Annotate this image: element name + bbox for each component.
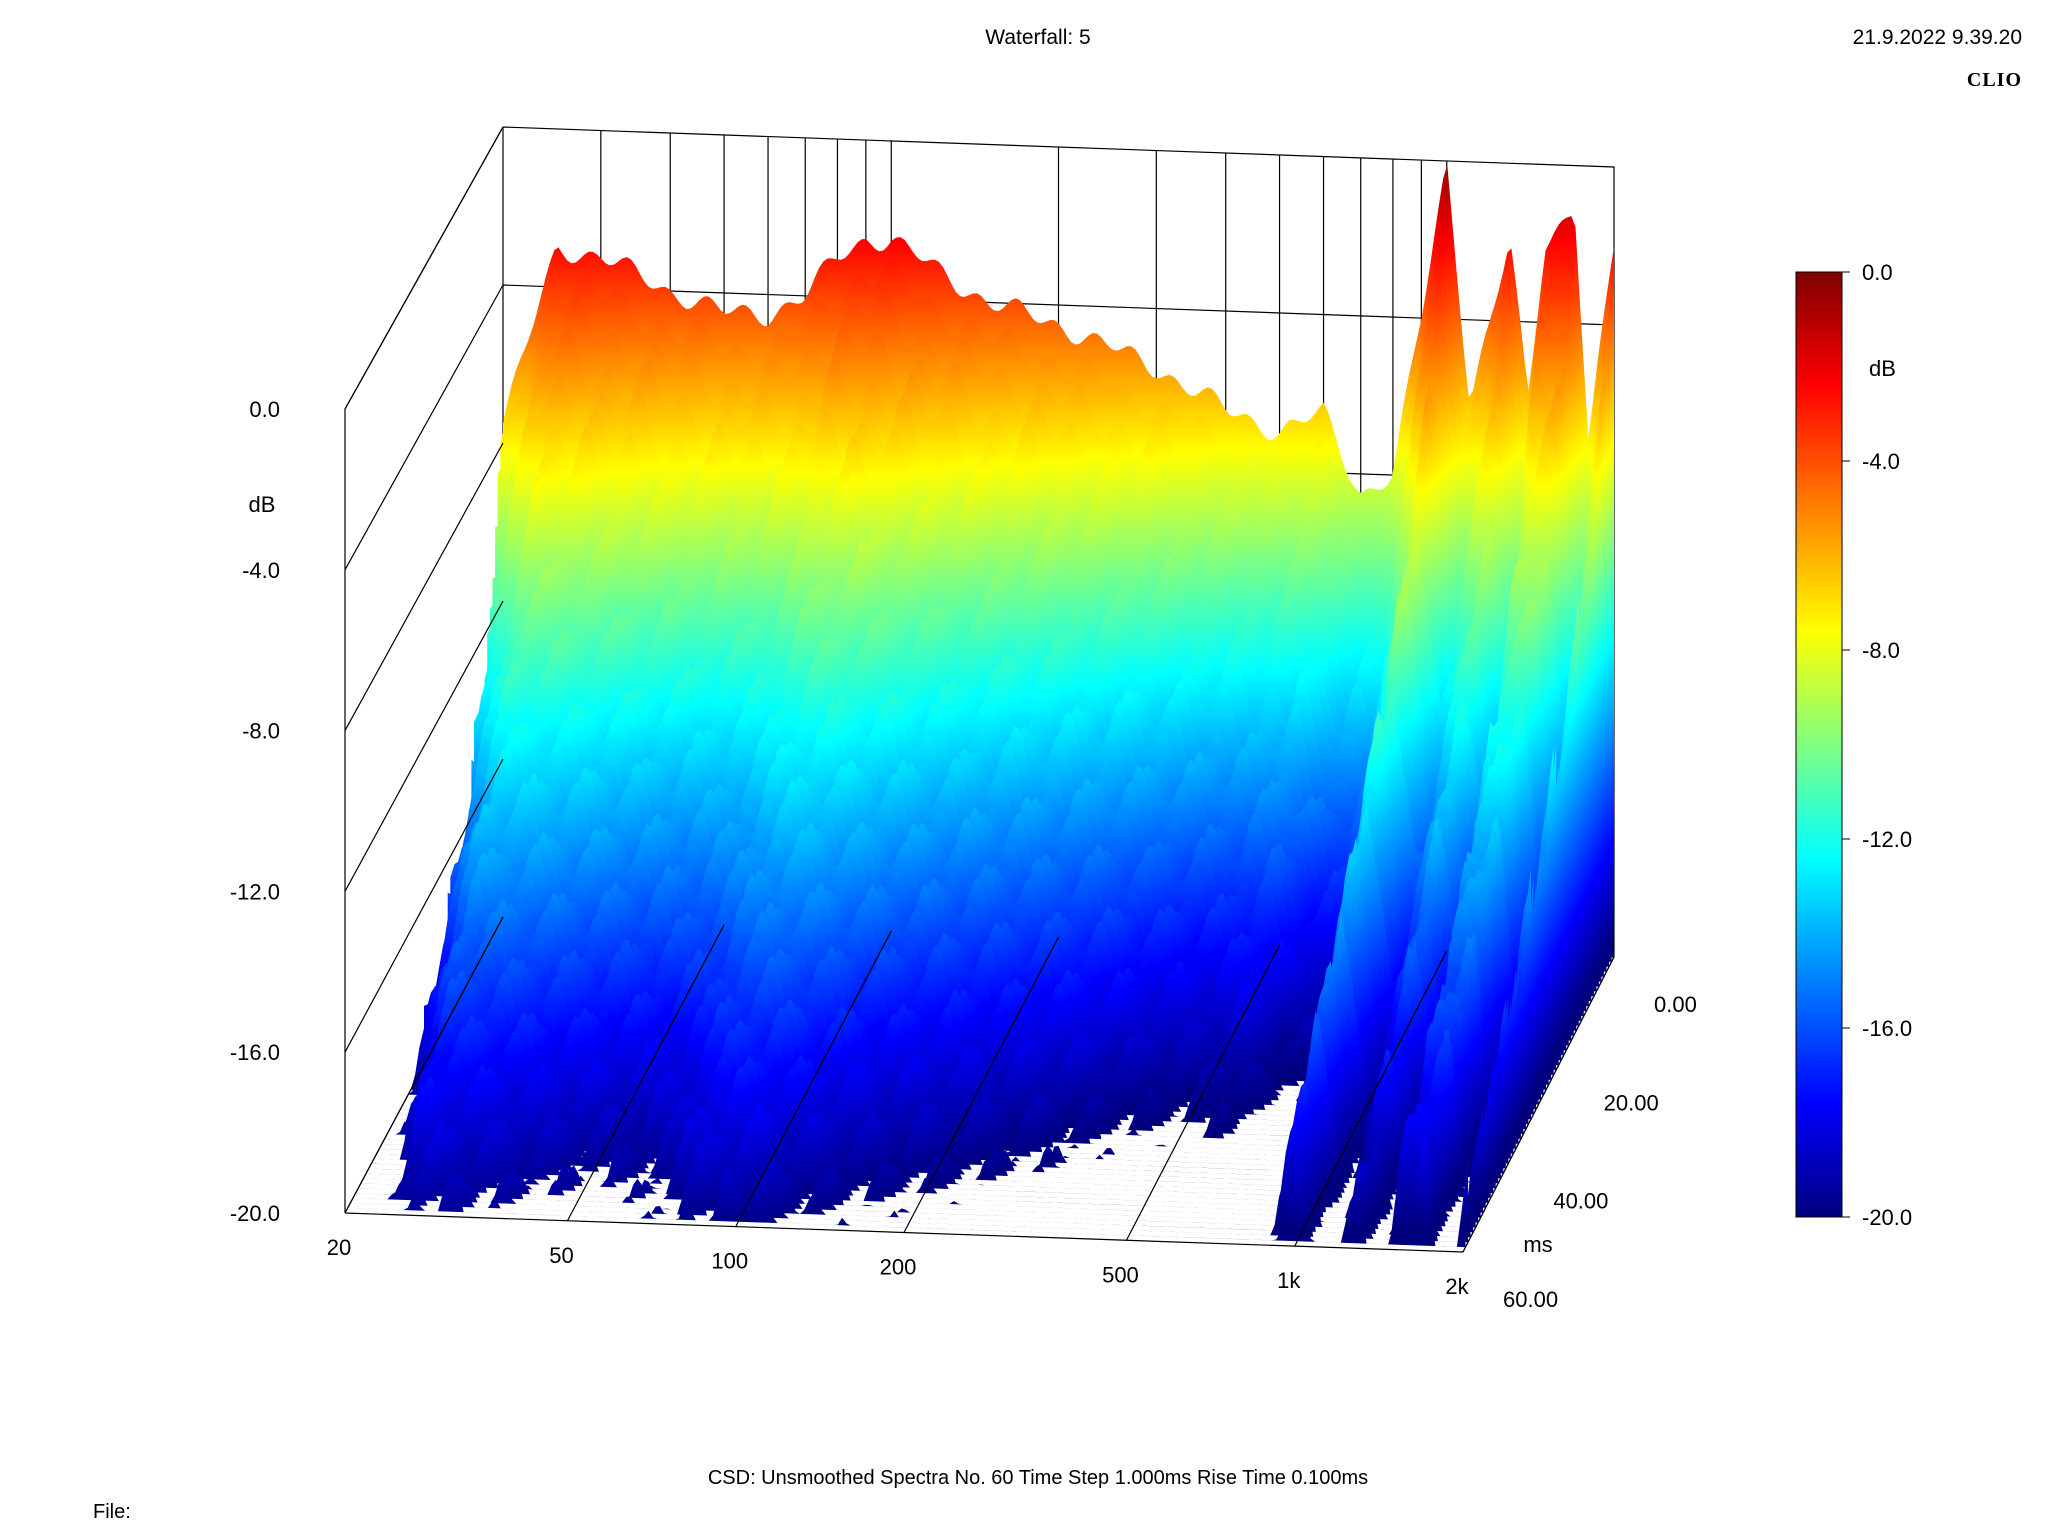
colorbar-ticks: 0.0 -4.0 -8.0 -12.0 -16.0 -20.0 [1842,260,1912,1230]
frequency-axis-ticks: 20 50 100 200 500 1k 2k [327,1235,1470,1299]
level-tick-label: -4.0 [242,558,280,583]
floor-gridline [1462,956,1615,1253]
frequency-tick-label: 2k [1445,1274,1469,1299]
colorbar-tick-label: -20.0 [1862,1205,1912,1230]
time-tick-label: 60.00 [1503,1287,1558,1312]
floor-gridline [903,936,1060,1233]
frequency-tick-label: 50 [549,1243,573,1268]
timestamp: 21.9.2022 9.39.20 [1852,26,2022,49]
time-axis-unit: ms [1523,1232,1552,1257]
frequency-tick-label: 20 [327,1235,351,1260]
chart-title: Waterfall: 5 [985,26,1091,49]
level-axis-unit: dB [249,492,276,517]
colorbar-tick-label: -4.0 [1862,449,1900,474]
level-tick-label: -16.0 [230,1040,280,1065]
floor-gridline [735,930,892,1227]
side-gridline [344,284,504,571]
measurement-info: CSD: Unsmoothed Spectra No. 60 Time Step… [707,1467,1369,1489]
waterfall-surface [347,164,1614,1248]
time-tick-label: 40.00 [1553,1189,1608,1214]
frequency-tick-label: 200 [880,1255,917,1280]
spectrum-slice [381,961,1499,1184]
brand-logo: CLIO [1966,69,2022,91]
level-tick-label: -20.0 [230,1201,280,1226]
frequency-tick-label: 500 [1102,1262,1139,1287]
colorbar-unit: dB [1869,356,1896,381]
frequency-tick-label: 100 [711,1249,748,1274]
level-tick-label: -12.0 [230,879,280,904]
colorbar-tick-label: -16.0 [1862,1016,1912,1041]
spectrum-slice [379,984,1496,1189]
floor-gridline [1294,950,1448,1247]
side-gridline [344,442,504,731]
spectrum-slice [358,1075,1476,1228]
side-gridline [344,758,504,1053]
colorbar-tick-label: -8.0 [1862,638,1900,663]
time-axis-ticks: 0.00 20.00 40.00 60.00 [1503,992,1697,1312]
side-gridline [344,126,504,410]
grid-frame [344,126,1615,1253]
level-tick-label: -8.0 [242,719,280,744]
colorbar-tick-label: -12.0 [1862,827,1912,852]
time-tick-label: 0.00 [1654,992,1697,1017]
frequency-tick-label: 1k [1277,1268,1301,1293]
floor-gridline [566,924,725,1222]
level-axis-ticks: 0.0 -4.0 -8.0 -12.0 -16.0 -20.0 [230,397,280,1226]
floor-gridline [344,916,504,1214]
level-tick-label: 0.0 [249,397,280,422]
floor-gridline [1125,944,1281,1241]
colorbar [1795,271,1843,1218]
time-tick-label: 20.00 [1604,1090,1659,1115]
file-label: File: [93,1501,131,1523]
colorbar-tick-label: 0.0 [1862,260,1893,285]
spectrum-slice [347,1135,1466,1248]
side-gridline [344,600,504,892]
